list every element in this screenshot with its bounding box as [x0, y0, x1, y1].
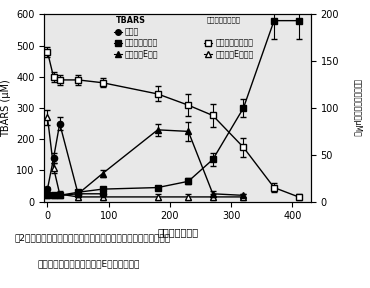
- Y-axis label: TBARS (μM): TBARS (μM): [1, 79, 11, 137]
- Legend: ケルセチンの減少, ビタミンEの減少: ケルセチンの減少, ビタミンEの減少: [204, 39, 254, 59]
- Text: 抗酸化成分の濃度: 抗酸化成分の濃度: [207, 16, 241, 23]
- Y-axis label: 抗酸化成分の濃度（μM）: 抗酸化成分の濃度（μM）: [353, 79, 362, 137]
- Text: 図2　魚油エマルジョンのミオグロビン触媒による酸化反応に対: 図2 魚油エマルジョンのミオグロビン触媒による酸化反応に対: [15, 233, 171, 242]
- Text: TBARS: TBARS: [116, 16, 146, 25]
- X-axis label: 反応時間（分）: 反応時間（分）: [157, 227, 198, 237]
- Text: するケルセチンとビタミンEの抗酸化作用: するケルセチンとビタミンEの抗酸化作用: [37, 259, 139, 268]
